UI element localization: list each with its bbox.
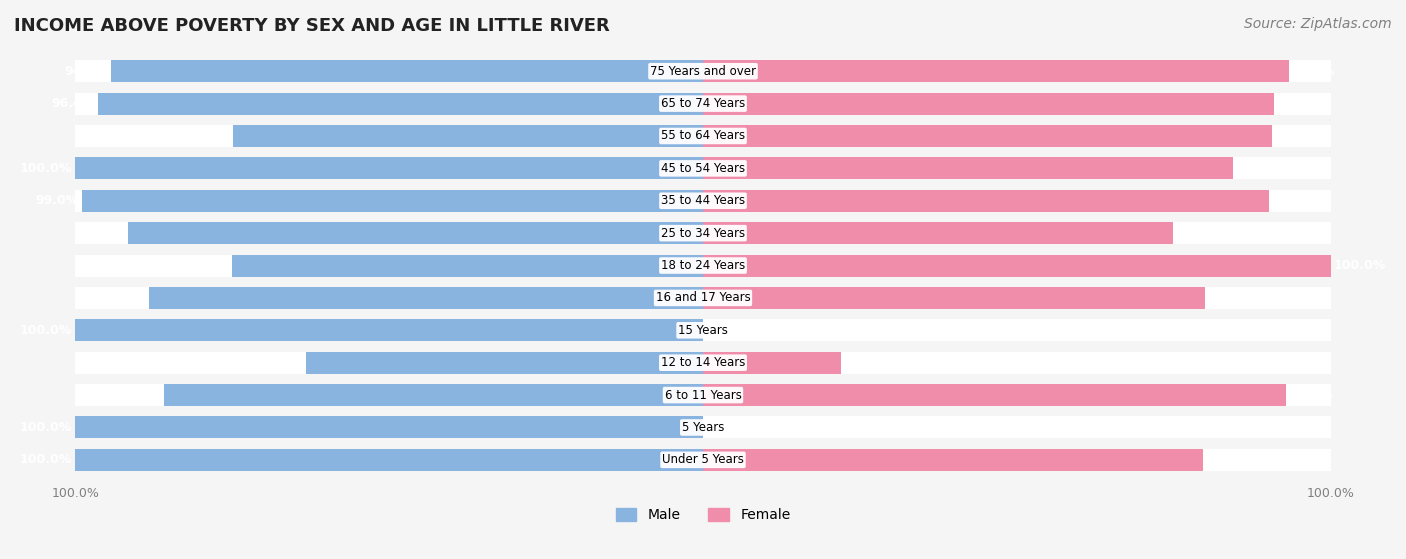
Text: 92.9%: 92.9% — [1289, 389, 1333, 401]
Text: 18 to 24 Years: 18 to 24 Years — [661, 259, 745, 272]
Text: 45 to 54 Years: 45 to 54 Years — [661, 162, 745, 175]
Text: INCOME ABOVE POVERTY BY SEX AND AGE IN LITTLE RIVER: INCOME ABOVE POVERTY BY SEX AND AGE IN L… — [14, 17, 610, 35]
Bar — [76, 158, 703, 179]
Bar — [76, 416, 703, 438]
Text: 93.3%: 93.3% — [1292, 65, 1334, 78]
Text: 100.0%: 100.0% — [1334, 259, 1386, 272]
Text: 84.4%: 84.4% — [1236, 162, 1279, 175]
Bar — [703, 416, 1330, 438]
Bar — [76, 319, 703, 342]
Bar — [703, 254, 1330, 277]
Bar — [76, 384, 703, 406]
Text: 100.0%: 100.0% — [20, 324, 72, 337]
Bar — [703, 190, 1330, 212]
Text: 65 to 74 Years: 65 to 74 Years — [661, 97, 745, 110]
Bar — [703, 93, 1274, 115]
Bar — [703, 60, 1289, 82]
Text: 6 to 11 Years: 6 to 11 Years — [665, 389, 741, 401]
Text: 15 Years: 15 Years — [678, 324, 728, 337]
Text: 94.3%: 94.3% — [65, 65, 108, 78]
Text: 80.0%: 80.0% — [1208, 291, 1251, 305]
Text: 12 to 14 Years: 12 to 14 Years — [661, 356, 745, 369]
Bar — [76, 449, 703, 471]
Bar — [111, 60, 703, 82]
Bar — [703, 158, 1233, 179]
Text: 96.4%: 96.4% — [52, 97, 94, 110]
Text: 100.0%: 100.0% — [20, 162, 72, 175]
Text: 99.0%: 99.0% — [35, 195, 79, 207]
Text: 74.9%: 74.9% — [187, 130, 229, 143]
Bar — [76, 319, 703, 342]
Text: 22.0%: 22.0% — [844, 356, 887, 369]
Bar — [703, 449, 1330, 471]
Bar — [76, 93, 703, 115]
Text: 79.6%: 79.6% — [1206, 453, 1249, 466]
Text: 25 to 34 Years: 25 to 34 Years — [661, 226, 745, 240]
Bar — [703, 352, 841, 374]
Legend: Male, Female: Male, Female — [610, 503, 796, 528]
Bar — [76, 60, 703, 82]
Text: 100.0%: 100.0% — [20, 421, 72, 434]
Bar — [232, 254, 703, 277]
Bar — [76, 352, 703, 374]
Bar — [76, 287, 703, 309]
Bar — [703, 125, 1330, 147]
Bar — [703, 60, 1330, 82]
Bar — [233, 125, 703, 147]
Bar — [703, 158, 1330, 179]
Bar — [703, 93, 1330, 115]
Text: Under 5 Years: Under 5 Years — [662, 453, 744, 466]
Text: 100.0%: 100.0% — [20, 453, 72, 466]
Bar — [305, 352, 703, 374]
Bar — [76, 254, 703, 277]
Text: 91.0%: 91.0% — [1278, 97, 1320, 110]
Bar — [703, 384, 1286, 406]
Bar — [76, 158, 703, 179]
Bar — [76, 125, 703, 147]
Bar — [703, 222, 1330, 244]
Text: 35 to 44 Years: 35 to 44 Years — [661, 195, 745, 207]
Bar — [703, 222, 1173, 244]
Bar — [703, 125, 1271, 147]
Bar — [98, 93, 703, 115]
Text: 55 to 64 Years: 55 to 64 Years — [661, 130, 745, 143]
Bar — [165, 384, 703, 406]
Text: 16 and 17 Years: 16 and 17 Years — [655, 291, 751, 305]
Bar — [703, 384, 1330, 406]
Text: 75.0%: 75.0% — [186, 259, 229, 272]
Bar — [703, 190, 1268, 212]
Text: 5 Years: 5 Years — [682, 421, 724, 434]
Bar — [128, 222, 703, 244]
Bar — [703, 449, 1202, 471]
Text: 75 Years and over: 75 Years and over — [650, 65, 756, 78]
Text: Source: ZipAtlas.com: Source: ZipAtlas.com — [1244, 17, 1392, 31]
Bar — [703, 287, 1205, 309]
Bar — [82, 190, 703, 212]
Text: 90.1%: 90.1% — [1271, 195, 1315, 207]
Text: 90.6%: 90.6% — [1275, 130, 1317, 143]
Bar — [703, 352, 1330, 374]
Text: 63.3%: 63.3% — [259, 356, 302, 369]
Bar — [76, 190, 703, 212]
Text: 91.6%: 91.6% — [82, 226, 125, 240]
Bar — [149, 287, 703, 309]
Text: 85.8%: 85.8% — [118, 389, 162, 401]
Text: 88.3%: 88.3% — [103, 291, 146, 305]
Bar — [76, 416, 703, 438]
Bar — [703, 254, 1330, 277]
Text: 74.9%: 74.9% — [1177, 226, 1219, 240]
Bar — [703, 319, 1330, 342]
Bar — [703, 287, 1330, 309]
Bar — [76, 449, 703, 471]
Bar — [76, 222, 703, 244]
